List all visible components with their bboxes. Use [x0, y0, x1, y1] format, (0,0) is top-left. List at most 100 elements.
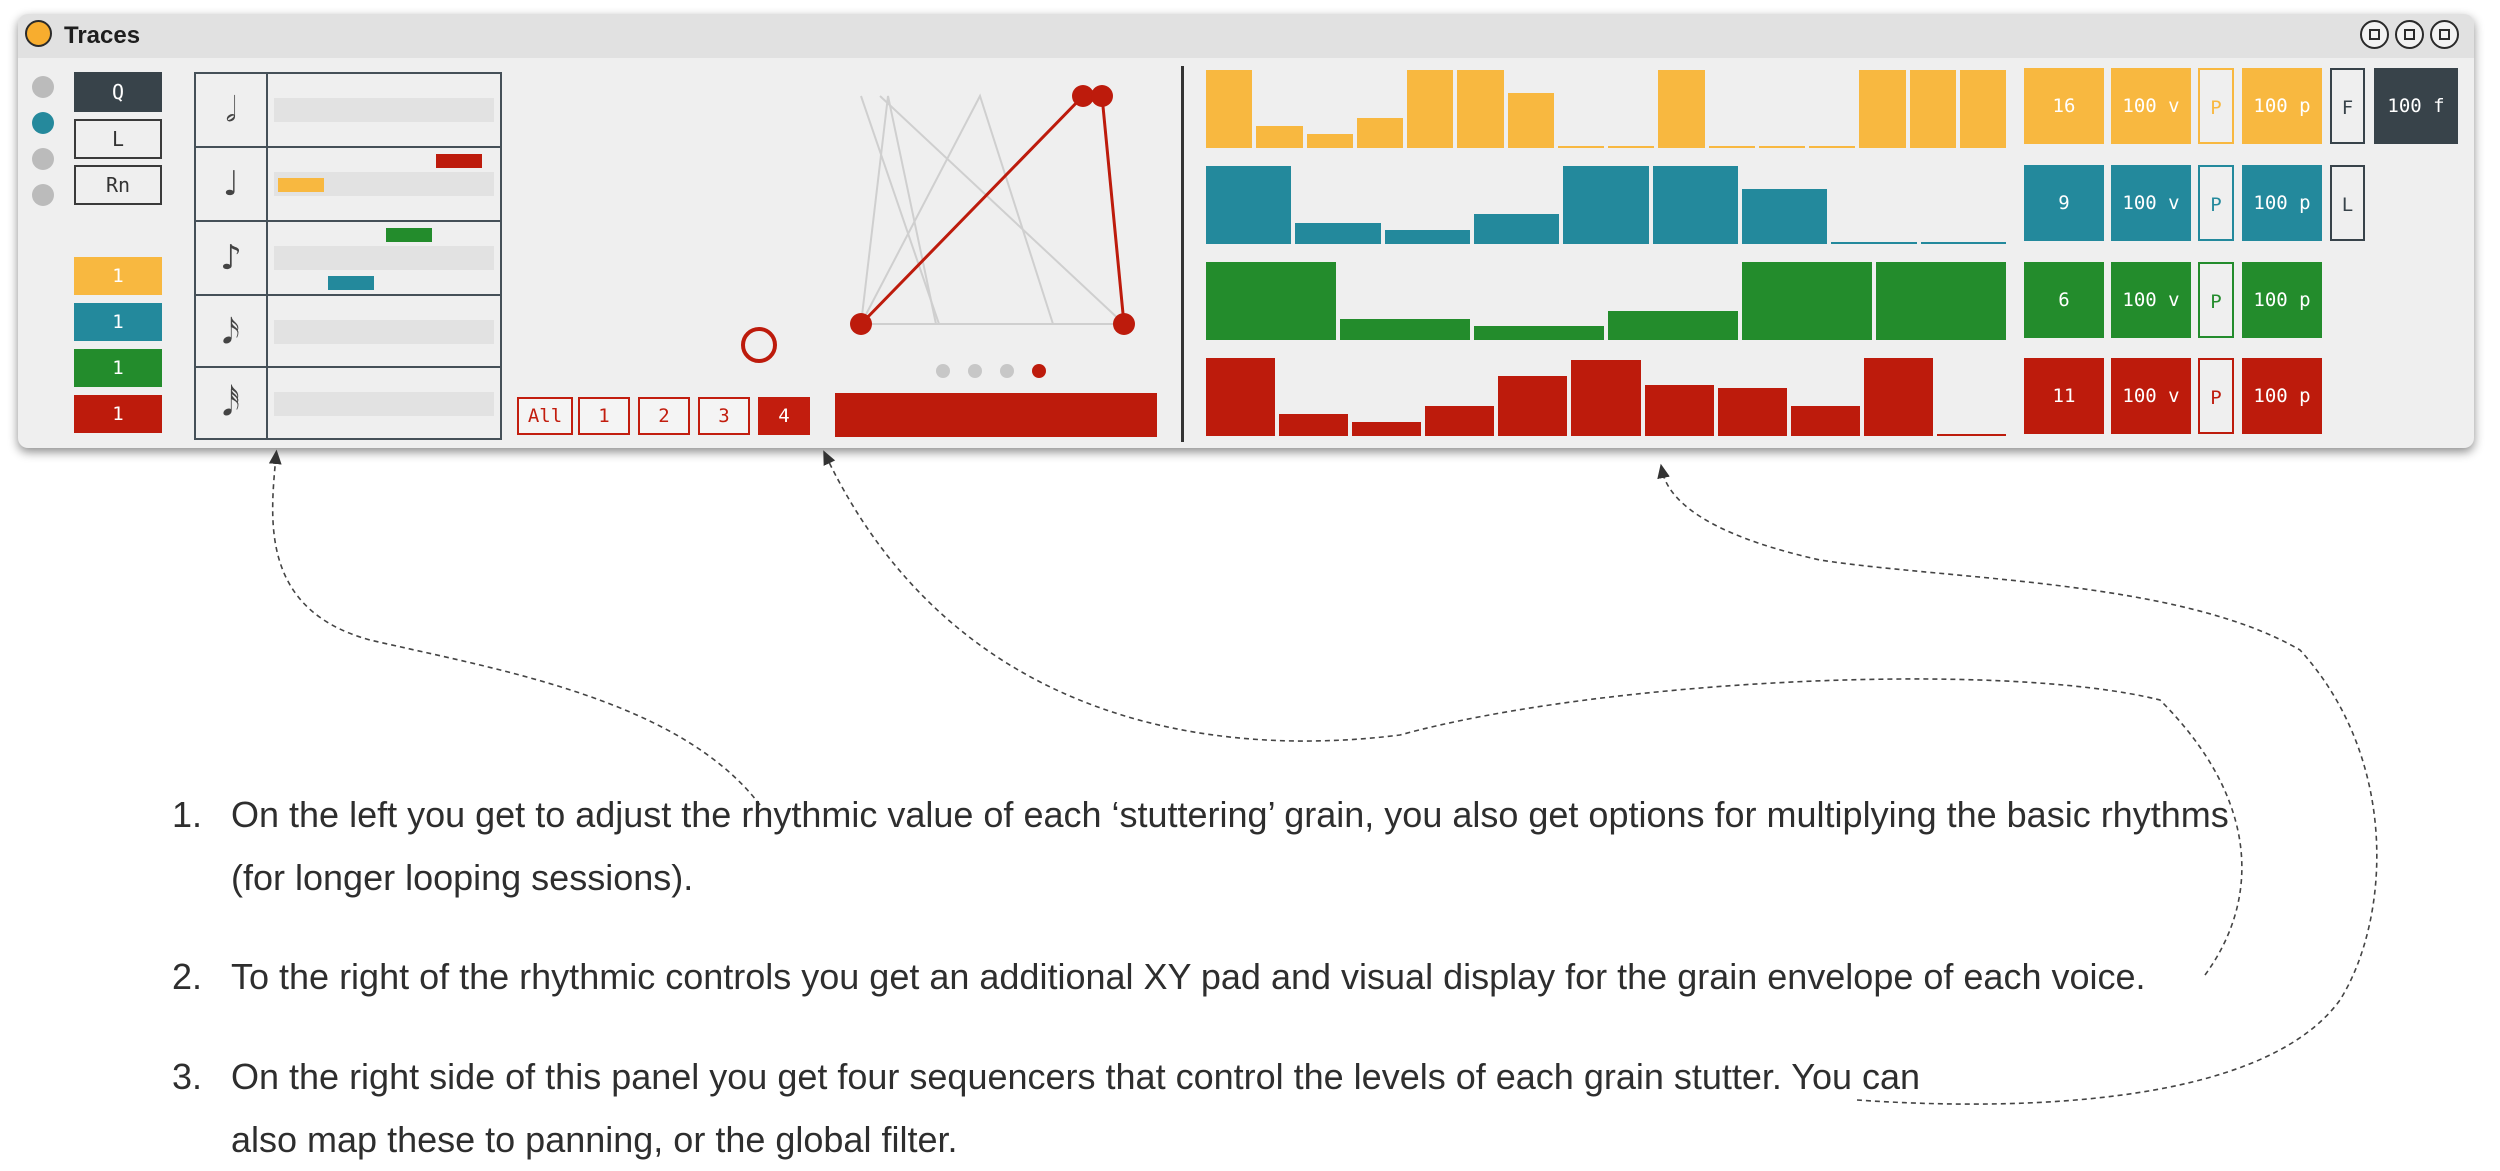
device-power-toggle[interactable] — [25, 20, 52, 47]
rhythm-lane-half[interactable] — [274, 98, 494, 122]
loop-button[interactable]: L — [74, 119, 162, 159]
velocity-box-yellow[interactable]: 100 v — [2111, 68, 2191, 144]
sequencer-step-green[interactable] — [1876, 262, 2006, 340]
mode-indicator-l[interactable] — [32, 112, 54, 134]
sequencer-step-yellow[interactable] — [1708, 146, 1755, 148]
voice-count-yellow[interactable]: 1 — [74, 257, 162, 295]
multiplier-3-button[interactable]: 3 — [698, 397, 750, 435]
rhythm-lane-sixteenth[interactable] — [274, 320, 494, 344]
page-dot[interactable] — [1000, 364, 1014, 378]
sequencer-step-red[interactable] — [1425, 406, 1495, 436]
eighth-note-icon[interactable]: ♪ — [196, 222, 268, 294]
sequencer-step-green[interactable] — [1608, 311, 1738, 340]
sequencer-step-yellow[interactable] — [1557, 146, 1604, 148]
sequencer-step-yellow[interactable] — [1306, 133, 1353, 148]
xy-pad-handle[interactable] — [741, 327, 777, 363]
pitch-box-yellow[interactable]: 100 p — [2242, 68, 2322, 144]
page-dot[interactable] — [1032, 364, 1046, 378]
envelope-point[interactable] — [1113, 313, 1135, 335]
envelope-point[interactable] — [850, 313, 872, 335]
multiplier-4-button[interactable]: 4 — [758, 397, 810, 435]
pan-toggle-yellow[interactable]: P — [2198, 68, 2234, 144]
quantize-button[interactable]: Q — [74, 72, 162, 112]
sequencer-step-yellow[interactable] — [1256, 126, 1303, 148]
sequencer-step-teal[interactable] — [1295, 222, 1381, 244]
pan-toggle-green[interactable]: P — [2198, 262, 2234, 338]
half-note-icon[interactable]: 𝅗𝅥 — [196, 74, 268, 146]
sequencer-step-red[interactable] — [1279, 414, 1349, 436]
sequencer-step-teal[interactable] — [1474, 214, 1560, 244]
mode-indicator-rn[interactable] — [32, 148, 54, 170]
rhythm-lane-thirty-second[interactable] — [274, 392, 494, 416]
sequencer-step-yellow[interactable] — [1758, 146, 1805, 148]
envelope-level-bar[interactable] — [835, 393, 1157, 437]
sequencer-step-teal[interactable] — [1831, 242, 1917, 244]
mode-indicator-extra[interactable] — [32, 184, 54, 206]
multiplier-1-button[interactable]: 1 — [578, 397, 630, 435]
sequencer-step-red[interactable] — [1936, 434, 2006, 436]
sequencer-step-teal[interactable] — [1206, 166, 1292, 244]
multiplier-all-button[interactable]: All — [517, 397, 573, 435]
sequencer-step-red[interactable] — [1644, 384, 1714, 436]
sequencer-step-red[interactable] — [1571, 359, 1641, 436]
loop-toggle[interactable]: L — [2330, 165, 2365, 241]
velocity-box-green[interactable]: 100 v — [2111, 262, 2191, 338]
sequencer-step-yellow[interactable] — [1457, 70, 1504, 148]
sequencer-step-yellow[interactable] — [1356, 118, 1403, 148]
rhythm-slot-red[interactable] — [436, 154, 482, 168]
mode-indicator-q[interactable] — [32, 76, 54, 98]
sequencer-step-yellow[interactable] — [1507, 92, 1554, 148]
sequencer-step-teal[interactable] — [1384, 229, 1470, 244]
refresh-icon[interactable] — [2395, 20, 2424, 49]
pan-toggle-teal[interactable]: P — [2198, 165, 2234, 241]
steps-box-green[interactable]: 6 — [2024, 262, 2104, 338]
sequencer-step-green[interactable] — [1742, 262, 1872, 340]
sequencer-step-red[interactable] — [1498, 375, 1568, 436]
voice-count-red[interactable]: 1 — [74, 395, 162, 433]
sequencer-step-yellow[interactable] — [1407, 70, 1454, 148]
voice-count-green[interactable]: 1 — [74, 349, 162, 387]
filter-toggle[interactable]: F — [2330, 68, 2365, 144]
sequencer-step-yellow[interactable] — [1206, 70, 1253, 148]
sequencer-step-yellow[interactable] — [1959, 70, 2006, 148]
filter-amount[interactable]: 100 f — [2374, 68, 2458, 144]
hot-swap-icon[interactable] — [2360, 20, 2389, 49]
pitch-box-teal[interactable]: 100 p — [2242, 165, 2322, 241]
sequencer-step-teal[interactable] — [1920, 242, 2006, 244]
sequencer-step-red[interactable] — [1790, 406, 1860, 436]
pitch-box-green[interactable]: 100 p — [2242, 262, 2322, 338]
sequencer-step-red[interactable] — [1206, 358, 1276, 436]
voice-count-teal[interactable]: 1 — [74, 303, 162, 341]
sequencer-step-teal[interactable] — [1563, 166, 1649, 244]
sequencer-step-red[interactable] — [1352, 421, 1422, 436]
random-button[interactable]: Rn — [74, 165, 162, 205]
sequencer-step-green[interactable] — [1206, 262, 1336, 340]
sequencer-step-green[interactable] — [1340, 318, 1470, 340]
envelope-point[interactable] — [1091, 85, 1113, 107]
pitch-box-red[interactable]: 100 p — [2242, 358, 2322, 434]
page-dot[interactable] — [968, 364, 982, 378]
sequencer-step-yellow[interactable] — [1658, 70, 1705, 148]
sequencer-step-yellow[interactable] — [1859, 70, 1906, 148]
sequencer-step-teal[interactable] — [1742, 188, 1828, 244]
sequencer-step-yellow[interactable] — [1809, 146, 1856, 148]
sequencer-step-green[interactable] — [1474, 325, 1604, 340]
sequencer-step-teal[interactable] — [1652, 166, 1738, 244]
save-preset-icon[interactable] — [2430, 20, 2459, 49]
sequencer-step-yellow[interactable] — [1909, 70, 1956, 148]
page-dot[interactable] — [936, 364, 950, 378]
sequencer-step-red[interactable] — [1863, 358, 1933, 436]
quarter-note-icon[interactable]: ♩ — [196, 148, 268, 220]
thirty-second-note-icon[interactable]: 𝅘𝅥𝅰 — [196, 368, 268, 440]
rhythm-lane-eighth[interactable] — [274, 246, 494, 270]
sequencer-step-yellow[interactable] — [1608, 146, 1655, 148]
rhythm-slot-teal[interactable] — [328, 276, 374, 290]
velocity-box-red[interactable]: 100 v — [2111, 358, 2191, 434]
velocity-box-teal[interactable]: 100 v — [2111, 165, 2191, 241]
rhythm-slot-green[interactable] — [386, 228, 432, 242]
sixteenth-note-icon[interactable]: 𝅘𝅥𝅯 — [196, 296, 268, 368]
steps-box-red[interactable]: 11 — [2024, 358, 2104, 434]
sequencer-step-red[interactable] — [1717, 388, 1787, 436]
steps-box-yellow[interactable]: 16 — [2024, 68, 2104, 144]
envelope-point[interactable] — [1072, 85, 1094, 107]
